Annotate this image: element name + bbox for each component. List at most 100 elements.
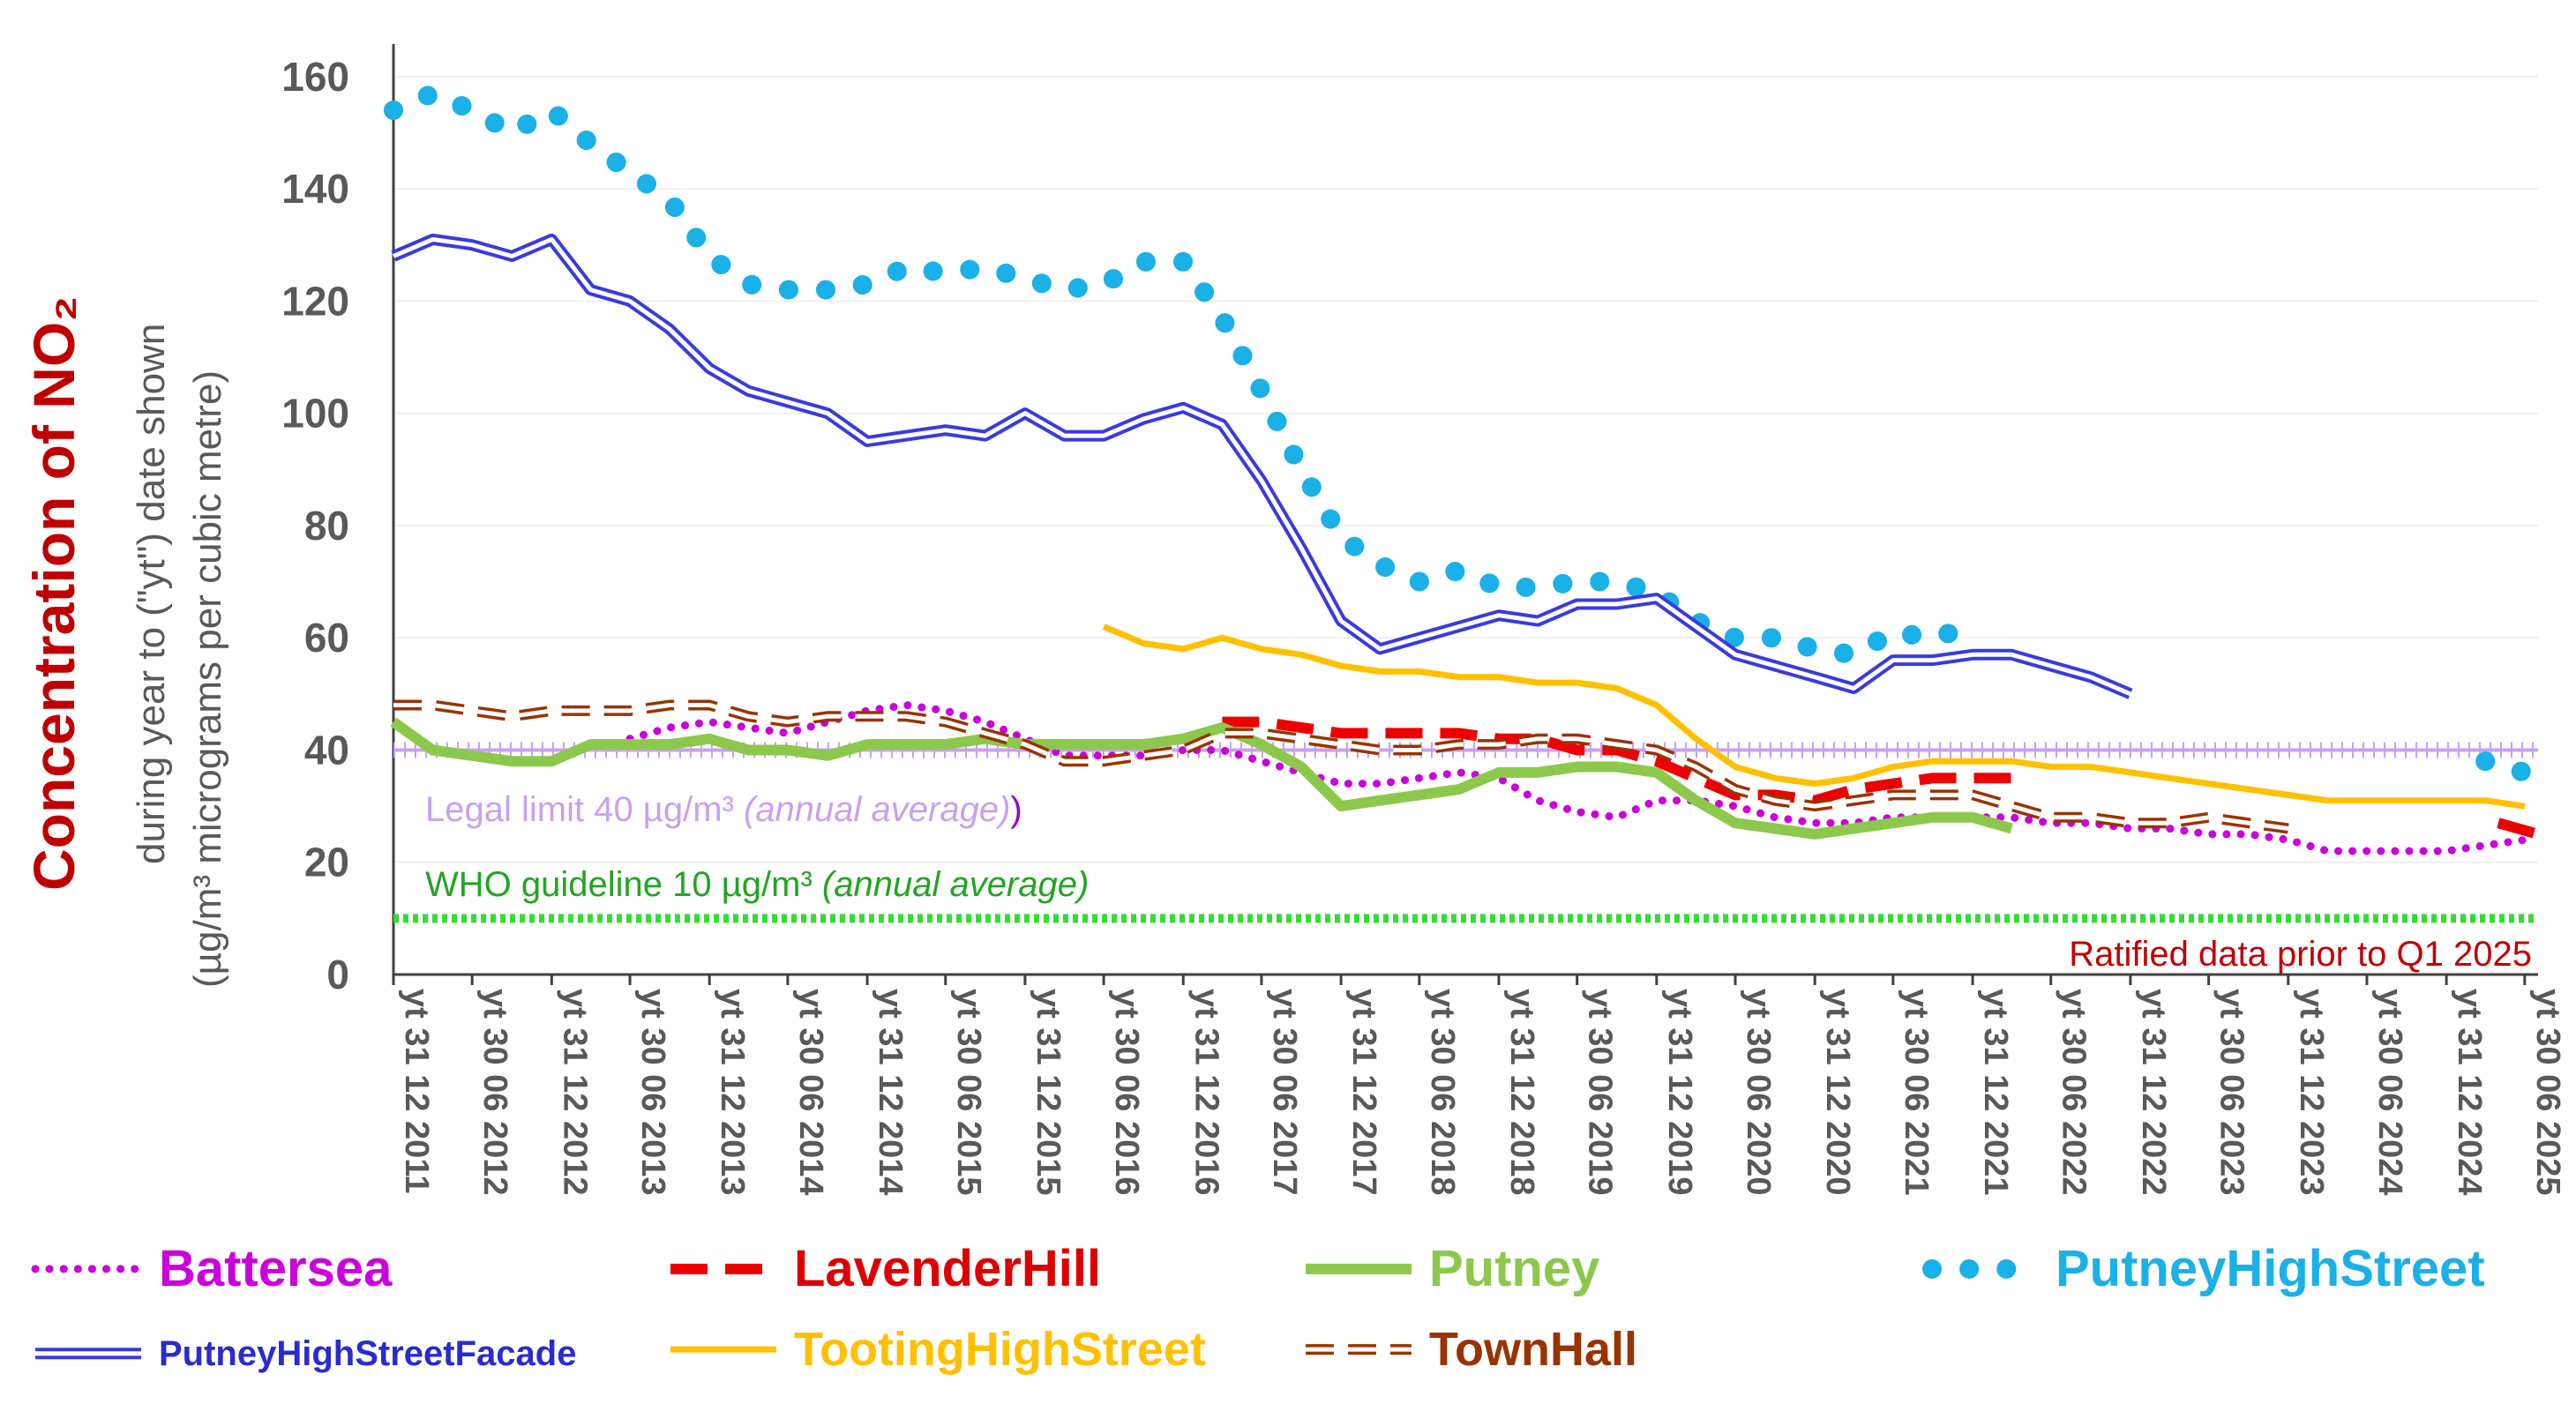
series-town-hall-point [708, 705, 710, 706]
series-battersea-point [1379, 783, 1381, 785]
series-tooting-high-street-point [1932, 760, 1934, 762]
series-putney-high-street-facade-point [1261, 480, 1262, 482]
series-battersea-point [1814, 822, 1816, 824]
series-tooting-high-street-point [1537, 682, 1539, 683]
legend: Battersea LavenderHill Putney PutneyHighStr… [31, 1240, 2485, 1376]
series-town-hall-point [945, 721, 947, 723]
chart-title: Concentration of NO₂ [21, 295, 86, 891]
series-putney-high-street-point [1972, 626, 1973, 628]
series-putney-point [1142, 743, 1144, 745]
y-tick-label: 80 [304, 503, 349, 549]
series-tooting-high-street-point [1972, 760, 1973, 762]
series-battersea-point [2090, 822, 2092, 824]
series-lavender-hill-point [1300, 727, 1302, 728]
series-tooting-high-street-point [2484, 800, 2486, 802]
series-lavender-hill-line [1222, 716, 2012, 806]
series-putney-point [1182, 738, 1184, 740]
series-putney-high-street-facade-point [1458, 626, 1460, 628]
series-putney-point [1695, 800, 1696, 802]
series-town-hall-point [2050, 817, 2052, 818]
series-tooting-high-street-point [1458, 676, 1460, 678]
series-lavender-hill-line [2497, 818, 2540, 840]
series-tooting-high-street-point [2011, 760, 2012, 762]
series-putney-high-street-facade-point [629, 300, 631, 302]
series-putney-point [1064, 743, 1066, 745]
series-lavender-hill-point [1379, 732, 1381, 734]
series-putney-high-street-facade-point [1892, 660, 1894, 661]
x-tick-label: yt 30 06 2013 [634, 989, 671, 1196]
series-putney-high-street-point [1734, 637, 1736, 639]
series-tooting-high-street-point [1340, 665, 1342, 667]
series-putney-high-street-facade-point [1576, 603, 1578, 605]
series-putney-high-street-facade-point [985, 435, 986, 437]
series-putney-point [2011, 828, 2012, 830]
series-battersea-point [985, 721, 986, 723]
series-putney-high-street-facade-point [1340, 620, 1342, 622]
series-battersea-point [1734, 805, 1736, 807]
series-putney-high-street-point [1853, 653, 1854, 655]
series-tooting-high-street-point [2130, 772, 2131, 773]
series-battersea-point [2050, 822, 2052, 824]
series-putney-point [1300, 766, 1302, 768]
series-tooting-high-street-point [1221, 637, 1223, 639]
series-tooting-high-street-point [1142, 643, 1144, 645]
series-putney-high-street-facade-point [1103, 435, 1105, 437]
series-putney-high-street-point [1774, 637, 1776, 639]
series-tooting-high-street-point [2248, 788, 2250, 790]
series-tooting-high-street-line [1102, 624, 2526, 810]
series-town-hall-point [2208, 817, 2210, 818]
series-town-hall-point [1656, 750, 1658, 751]
series-tooting-high-street-point [1656, 705, 1658, 706]
series-lavender-hill-point [1853, 788, 1854, 790]
x-tick-label: yt 30 06 2012 [476, 989, 513, 1196]
series-putney-high-street-facade-point [1695, 626, 1696, 628]
series-battersea-point [1419, 777, 1420, 779]
series-putney-high-street-point [1814, 648, 1816, 650]
x-tick-label: yt 31 12 2022 [2135, 989, 2172, 1196]
legend-label-town-hall: TownHall [1429, 1323, 1637, 1376]
series-putney-high-street-point [905, 266, 907, 268]
series-town-hall-point [1814, 805, 1816, 807]
legend-label-putney-high-street: PutneyHighStreet [2056, 1240, 2485, 1297]
series-tooting-high-street-point [1498, 676, 1500, 678]
legend-item-putney: Putney [1306, 1240, 1599, 1297]
series-town-hall-point [1024, 743, 1026, 745]
x-tick-label: yt 31 12 2018 [1503, 989, 1540, 1196]
x-tick-label: yt 31 12 2016 [1187, 989, 1224, 1196]
series-tooting-high-street-point [1419, 670, 1420, 672]
series-putney-high-street-point [866, 283, 868, 285]
series-tooting-high-street-point [2208, 783, 2210, 785]
y-axis-label-units: (µg/m³ micrograms per cubic metre) [186, 370, 229, 988]
series-town-hall-point [2248, 822, 2250, 824]
series-putney-high-street-facade-point [1616, 603, 1618, 605]
series-battersea-point [1616, 817, 1618, 818]
series-battersea-point [1537, 800, 1539, 802]
series-town-hall-point [787, 721, 789, 723]
series-town-hall-point [432, 705, 434, 706]
series-town-hall-point [1853, 800, 1854, 802]
series-battersea-point [2208, 833, 2210, 835]
series-town-hall-point [1892, 794, 1894, 795]
series-putney-point [1972, 817, 1973, 818]
series-tooting-high-street-point [1734, 766, 1736, 768]
series-putney-point [1537, 772, 1539, 773]
series-putney-high-street-point [2484, 760, 2486, 762]
x-tick-label: yt 31 12 2013 [714, 989, 751, 1196]
series-town-hall-point [1103, 760, 1105, 762]
series-putney-high-street-point [1300, 468, 1302, 470]
series-putney-high-street-point [1458, 570, 1460, 571]
series-tooting-high-street-point [1576, 682, 1578, 683]
series-putney-point [1853, 828, 1854, 830]
series-putney-point [1340, 805, 1342, 807]
series-battersea-point [2524, 839, 2526, 840]
x-tick-label: yt 30 06 2017 [1266, 989, 1303, 1196]
series-battersea-point [2406, 850, 2408, 852]
series-putney-high-street-facade-point [1537, 620, 1539, 622]
series-lavender-hill-point [2537, 833, 2539, 835]
x-tick-label: yt 30 06 2018 [1424, 989, 1461, 1196]
series-town-hall-line-inner [393, 703, 2289, 831]
series-putney-high-street-point [393, 109, 394, 111]
y-tick-label: 100 [281, 391, 349, 437]
legend-label-putney-high-street-facade: PutneyHighStreetFacade [159, 1334, 576, 1373]
